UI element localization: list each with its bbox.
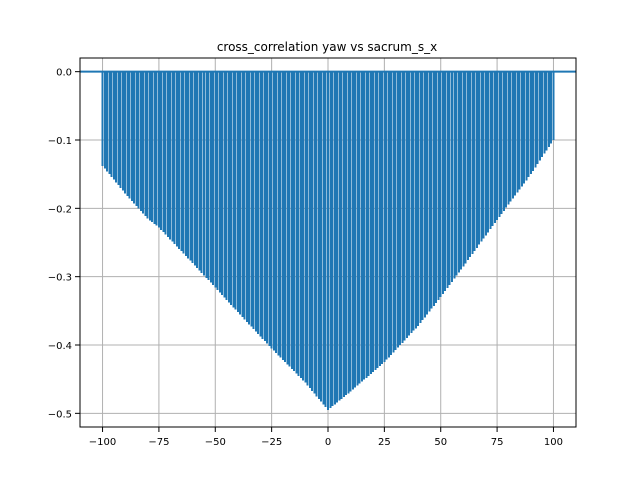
x-tick-label: −100: [89, 437, 116, 448]
y-tick-label: −0.5: [48, 409, 72, 420]
y-tick-label: −0.4: [48, 341, 72, 352]
y-tick-label: −0.1: [48, 136, 72, 147]
x-tick-label: −75: [148, 437, 169, 448]
x-tick-label: −25: [261, 437, 282, 448]
x-tick-label: −50: [205, 437, 226, 448]
y-tick-label: 0.0: [56, 68, 72, 79]
tick-layer: −100 −75 −50 −25 0 25 50 75 100 0.0 −0.1 −0.2 −0.3 −0…: [48, 68, 563, 448]
stem-layer: [101, 71, 555, 410]
x-tick-label: 50: [434, 437, 447, 448]
chart-title: cross_correlation yaw vs sacrum_s_x: [217, 40, 437, 54]
y-tick-label: −0.2: [48, 204, 72, 215]
x-tick-label: 0: [325, 437, 331, 448]
x-tick-label: 100: [544, 437, 563, 448]
x-tick-label: 75: [491, 437, 504, 448]
y-tick-label: −0.3: [48, 273, 72, 284]
x-tick-label: 25: [378, 437, 391, 448]
